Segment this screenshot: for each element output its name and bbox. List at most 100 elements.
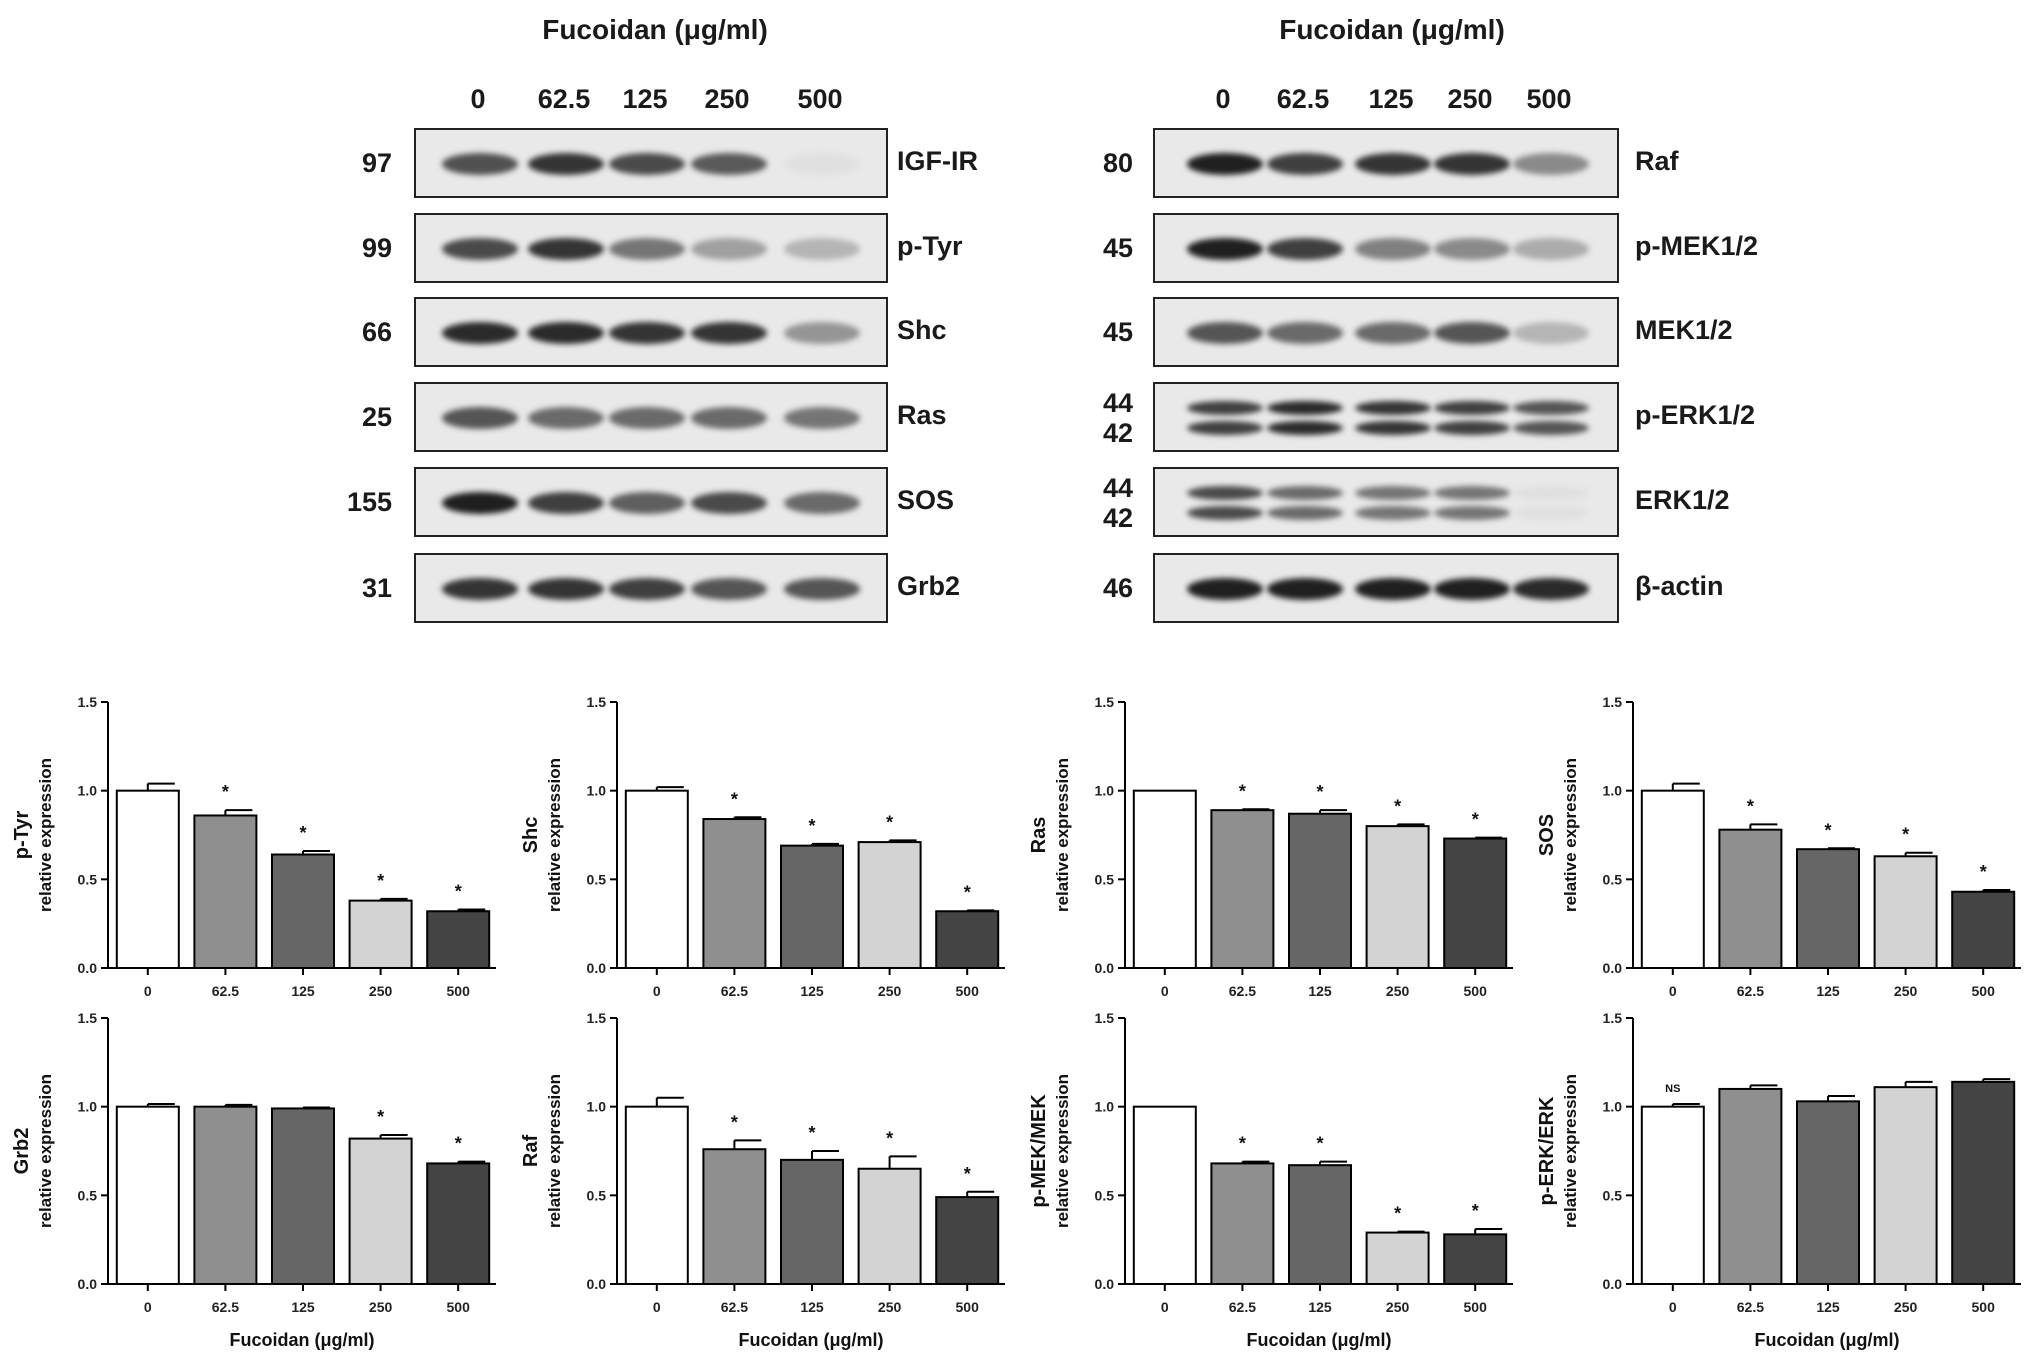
band <box>609 407 685 430</box>
significance-label: * <box>1472 810 1479 830</box>
significance-label: * <box>1239 781 1246 801</box>
blot-strip <box>414 213 888 283</box>
lane-label: 500 <box>797 84 843 114</box>
band <box>609 238 685 261</box>
band <box>1187 420 1263 435</box>
x-tick-label: 250 <box>369 1299 393 1315</box>
y-tick-label: 1.5 <box>78 694 98 710</box>
blot-strip <box>414 553 888 623</box>
significance-label: * <box>964 1164 971 1184</box>
bar <box>348 1137 413 1285</box>
band <box>1355 420 1431 435</box>
bar <box>1132 789 1197 970</box>
blot-strip <box>1153 467 1619 537</box>
protein-label: β-actin <box>1635 571 1724 601</box>
x-tick-label: 250 <box>1894 1299 1918 1315</box>
bar <box>857 1167 922 1285</box>
significance-label: * <box>1394 1204 1401 1224</box>
band <box>1513 153 1589 176</box>
chart-7: 0.0 0.5 1.0 1.5 p-ERK/ERK relative expression… <box>1536 1010 2021 1350</box>
bar <box>271 1107 335 1285</box>
y-tick-label: 0.0 <box>1095 960 1115 976</box>
y-tick-label: 1.5 <box>587 1010 607 1026</box>
band <box>1513 238 1589 261</box>
band <box>784 407 860 430</box>
significance-label: * <box>377 1107 384 1127</box>
lane-label: 250 <box>704 84 750 114</box>
protein-label: IGF-IR <box>897 146 978 176</box>
band <box>528 238 604 261</box>
y-axis-label: SOS <box>1536 814 1558 856</box>
y-tick-label: 0.0 <box>1095 1276 1115 1292</box>
bar <box>624 1105 689 1285</box>
x-tick-label: 0 <box>144 1299 152 1315</box>
band <box>1434 238 1510 261</box>
band <box>784 322 860 345</box>
x-tick-label: 0 <box>653 1299 661 1315</box>
significance-label: * <box>1824 820 1831 840</box>
x-tick-label: 62.5 <box>721 1299 748 1315</box>
significance-label: * <box>731 789 738 809</box>
x-tick-label: 500 <box>956 983 980 999</box>
significance-label: * <box>886 812 893 832</box>
band <box>1267 578 1343 601</box>
x-tick-label: 0 <box>1669 983 1677 999</box>
band <box>691 238 767 261</box>
blot-strip <box>1153 128 1619 198</box>
x-tick-label: 250 <box>1386 1299 1410 1315</box>
x-tick-label: 62.5 <box>1737 1299 1764 1315</box>
bar <box>193 814 258 970</box>
y-tick-label: 0.0 <box>1603 960 1623 976</box>
significance-label: * <box>731 1112 738 1132</box>
x-tick-label: 0 <box>653 983 661 999</box>
significance-label: * <box>222 782 229 802</box>
band <box>784 153 860 176</box>
molecular-weight-label: 31 <box>361 573 392 603</box>
blot-strip <box>1153 213 1619 283</box>
x-tick-label: 0 <box>1161 1299 1169 1315</box>
protein-label: p-Tyr <box>897 231 963 261</box>
significance-label: * <box>808 1123 815 1143</box>
bar <box>702 1148 767 1286</box>
y-tick-label: 0.5 <box>1095 1187 1115 1203</box>
y-tick-label: 1.0 <box>1095 1099 1115 1115</box>
band <box>691 492 767 515</box>
bar <box>1718 828 1783 969</box>
blot-strip <box>414 467 888 537</box>
band <box>1267 485 1343 500</box>
bar <box>1640 789 1705 970</box>
lane-label: 125 <box>1368 84 1414 114</box>
lane-label: 125 <box>622 84 668 114</box>
y-tick-label: 0.5 <box>1603 871 1623 887</box>
bar <box>1796 1100 1860 1286</box>
band <box>1434 153 1510 176</box>
significance-label: * <box>377 871 384 891</box>
y-axis-sublabel: relative expression <box>36 1074 55 1228</box>
blot-strip <box>1153 297 1619 367</box>
band <box>528 153 604 176</box>
band <box>691 407 767 430</box>
y-axis-sublabel: relative expression <box>1561 758 1580 912</box>
x-tick-label: 125 <box>291 983 315 999</box>
bar <box>426 1162 491 1285</box>
significance-label: * <box>964 882 971 902</box>
x-tick-label: 125 <box>291 1299 315 1315</box>
bar <box>857 841 922 969</box>
band <box>1187 400 1263 415</box>
chart-4: 0.0 0.5 1.0 1.5 Grb2 relative expression 0 62.5… <box>11 1010 496 1350</box>
band <box>1267 153 1343 176</box>
y-tick-label: 1.0 <box>78 1099 98 1115</box>
bar <box>1873 1086 1938 1286</box>
bar <box>624 789 689 970</box>
molecular-weight-label: 155 <box>346 487 392 517</box>
y-axis-label: p-MEK/MEK <box>1028 1094 1050 1208</box>
y-tick-label: 1.0 <box>1603 783 1623 799</box>
significance-label: * <box>1316 1134 1323 1154</box>
significance-label: * <box>1472 1201 1479 1221</box>
x-tick-label: 62.5 <box>721 983 748 999</box>
x-tick-label: 62.5 <box>1229 1299 1256 1315</box>
x-tick-label: 62.5 <box>1737 983 1764 999</box>
bar <box>1443 837 1508 970</box>
band <box>1434 505 1510 520</box>
